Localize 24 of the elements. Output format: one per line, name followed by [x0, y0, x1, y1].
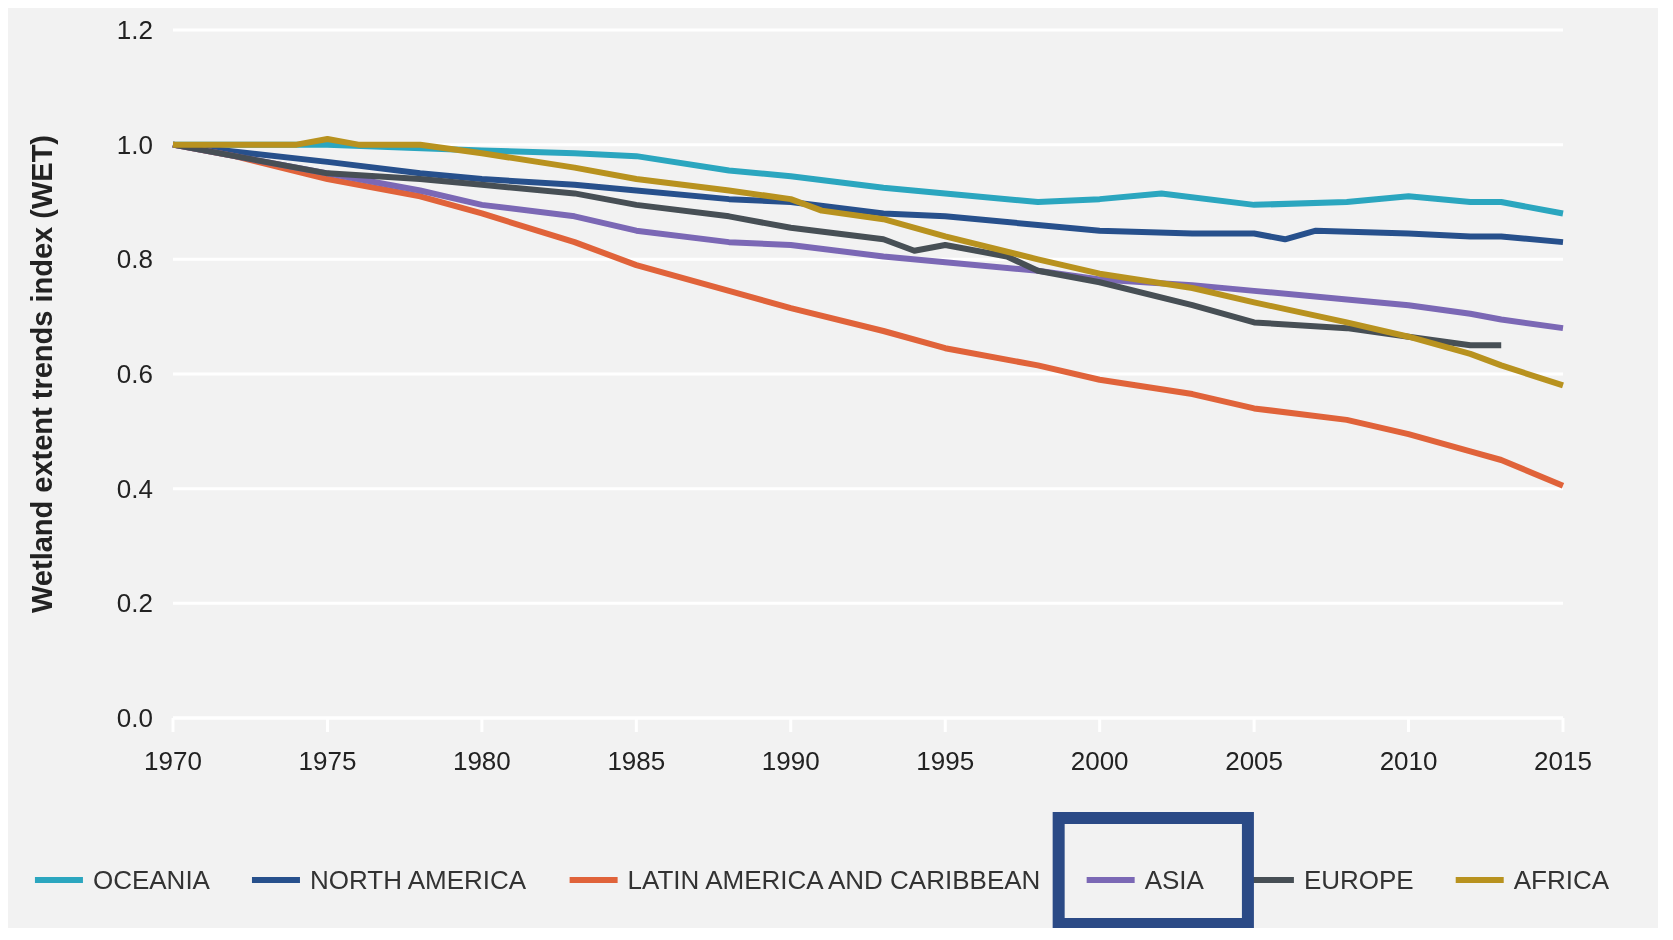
x-tick-label: 2000	[1070, 746, 1129, 776]
y-tick-label: 0.6	[116, 359, 153, 389]
legend-label: OCEANIA	[92, 865, 211, 895]
legend-label: EUROPE	[1303, 865, 1414, 895]
x-tick-label: 1985	[607, 746, 666, 776]
y-tick-label: 0.4	[116, 473, 153, 504]
x-tick-label: 2005	[1225, 746, 1284, 776]
legend-label: ASIA	[1144, 865, 1205, 895]
x-tick-label: 2015	[1534, 746, 1592, 776]
x-tick-label: 1990	[761, 746, 820, 776]
x-tick-label: 2010	[1379, 746, 1438, 776]
y-tick-label: 0.0	[116, 703, 153, 733]
y-tick-label: 1.2	[116, 15, 153, 45]
y-tick-label: 0.8	[116, 244, 153, 275]
x-tick-label: 1980	[452, 746, 511, 776]
y-tick-label: 0.2	[116, 588, 153, 619]
x-tick-label: 1975	[298, 746, 357, 776]
x-tick-label: 1995	[916, 746, 975, 776]
y-axis-title: Wetland extent trends index (WET)	[26, 134, 58, 614]
legend-label: NORTH AMERICA	[309, 865, 527, 895]
legend-label: AFRICA	[1513, 865, 1610, 895]
legend-label: LATIN AMERICA AND CARIBBEAN	[627, 865, 1041, 895]
x-tick-label: 1970	[144, 746, 202, 776]
y-tick-label: 1.0	[116, 129, 153, 160]
